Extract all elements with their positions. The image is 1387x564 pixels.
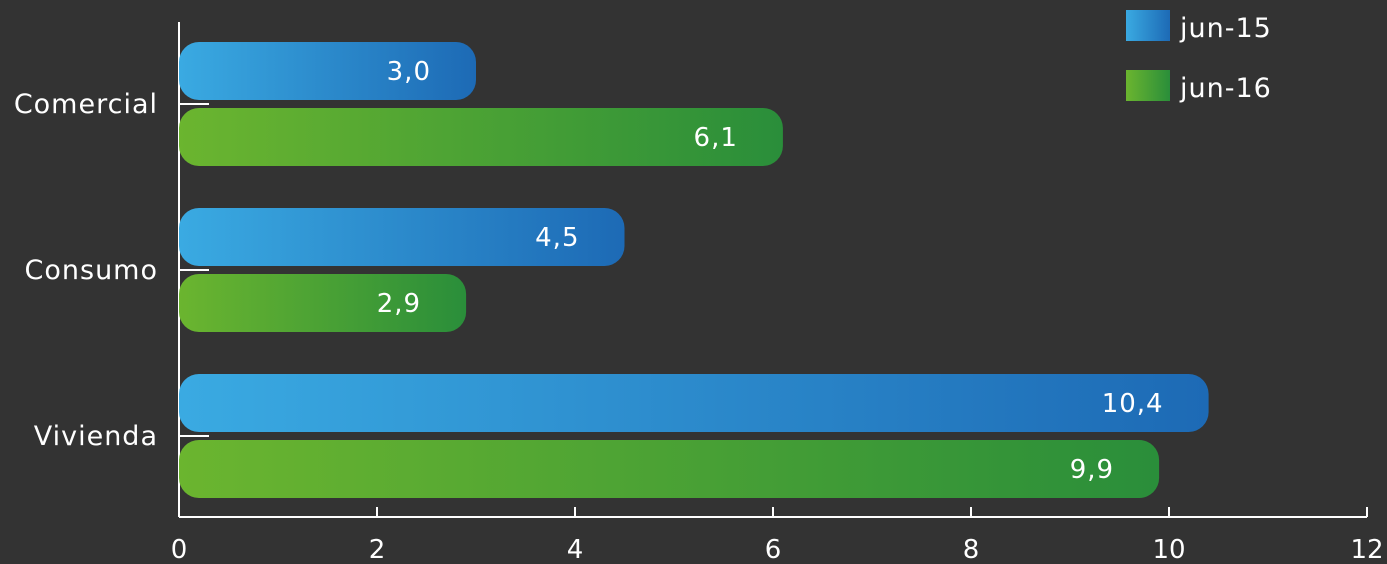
data-label: 6,1 bbox=[694, 123, 738, 153]
x-tick-label: 12 bbox=[1350, 535, 1383, 564]
data-label: 9,9 bbox=[1070, 455, 1114, 485]
data-label: 3,0 bbox=[387, 57, 431, 87]
category-label: Consumo bbox=[25, 255, 158, 286]
data-label: 2,9 bbox=[377, 289, 421, 319]
x-tick-label: 2 bbox=[369, 535, 386, 564]
legend-swatch bbox=[1126, 10, 1170, 41]
legend-label: jun-16 bbox=[1179, 73, 1272, 104]
category-label: Comercial bbox=[14, 89, 158, 120]
labels: 3,0 6,1 4,5 2,9 10,4 9,9 bbox=[377, 57, 1164, 485]
category-label: Vivienda bbox=[34, 421, 158, 452]
bars bbox=[179, 42, 1209, 498]
bar-jun-16 bbox=[179, 440, 1160, 498]
legend: jun-15 jun-16 bbox=[1126, 10, 1272, 104]
data-label: 10,4 bbox=[1102, 389, 1164, 419]
x-tick-label: 10 bbox=[1152, 535, 1185, 564]
x-tick-label: 8 bbox=[963, 535, 980, 564]
legend-label: jun-15 bbox=[1179, 13, 1272, 44]
axes: 0 2 4 6 8 10 12 Comercial Consumo Vivienda bbox=[14, 22, 1384, 564]
bar-jun-15 bbox=[179, 208, 625, 266]
bar-jun-15 bbox=[179, 42, 476, 100]
x-tick-label: 4 bbox=[567, 535, 584, 564]
x-tick-label: 0 bbox=[171, 535, 188, 564]
bar-jun-15 bbox=[179, 374, 1209, 432]
bar-jun-16 bbox=[179, 108, 783, 166]
x-tick-label: 6 bbox=[765, 535, 782, 564]
legend-swatch bbox=[1126, 70, 1170, 101]
data-label: 4,5 bbox=[535, 223, 579, 253]
bar-jun-16 bbox=[179, 274, 467, 332]
